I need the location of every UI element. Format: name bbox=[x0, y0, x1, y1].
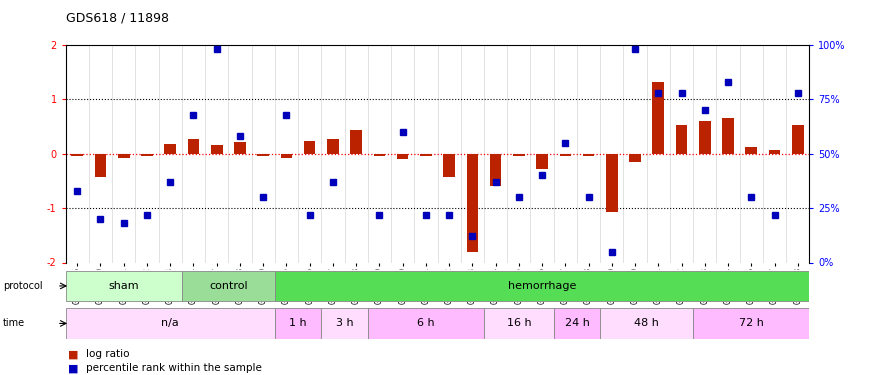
Bar bbox=[397, 154, 409, 159]
Bar bbox=[466, 154, 478, 252]
Bar bbox=[304, 141, 316, 154]
Bar bbox=[606, 154, 618, 213]
Bar bbox=[350, 130, 362, 154]
Bar bbox=[327, 138, 339, 154]
Bar bbox=[769, 150, 780, 154]
Text: 24 h: 24 h bbox=[564, 318, 590, 328]
Bar bbox=[722, 118, 734, 154]
Bar bbox=[444, 154, 455, 177]
Bar bbox=[275, 271, 809, 301]
Bar bbox=[693, 308, 809, 339]
Bar bbox=[746, 147, 757, 154]
Text: 1 h: 1 h bbox=[290, 318, 307, 328]
Bar bbox=[484, 308, 554, 339]
Bar bbox=[374, 154, 385, 156]
Text: ■: ■ bbox=[68, 363, 79, 373]
Bar bbox=[66, 271, 182, 301]
Bar bbox=[275, 308, 321, 339]
Bar bbox=[600, 308, 693, 339]
Bar bbox=[211, 144, 222, 154]
Text: 48 h: 48 h bbox=[634, 318, 659, 328]
Bar bbox=[234, 142, 246, 154]
Text: 3 h: 3 h bbox=[336, 318, 354, 328]
Bar bbox=[368, 308, 484, 339]
Bar bbox=[187, 139, 200, 154]
Bar bbox=[792, 126, 803, 154]
Bar bbox=[281, 154, 292, 158]
Text: ■: ■ bbox=[68, 350, 79, 359]
Text: hemorrhage: hemorrhage bbox=[507, 281, 577, 291]
Text: GDS618 / 11898: GDS618 / 11898 bbox=[66, 11, 169, 24]
Bar bbox=[653, 82, 664, 154]
Bar bbox=[164, 144, 176, 154]
Bar bbox=[72, 154, 83, 156]
Bar bbox=[420, 154, 431, 156]
Text: log ratio: log ratio bbox=[86, 350, 130, 359]
Bar bbox=[182, 271, 275, 301]
Bar bbox=[321, 308, 368, 339]
Text: n/a: n/a bbox=[161, 318, 179, 328]
Bar bbox=[583, 154, 594, 156]
Text: percentile rank within the sample: percentile rank within the sample bbox=[86, 363, 262, 373]
Text: 16 h: 16 h bbox=[507, 318, 531, 328]
Bar bbox=[676, 126, 688, 154]
Text: protocol: protocol bbox=[3, 281, 42, 291]
Bar bbox=[257, 154, 269, 156]
Bar bbox=[66, 308, 275, 339]
Text: time: time bbox=[3, 318, 24, 328]
Text: 72 h: 72 h bbox=[738, 318, 764, 328]
Text: sham: sham bbox=[108, 281, 139, 291]
Text: control: control bbox=[209, 281, 248, 291]
Bar bbox=[118, 154, 130, 158]
Bar bbox=[554, 308, 600, 339]
Bar bbox=[629, 154, 640, 162]
Bar bbox=[490, 154, 501, 186]
Text: 6 h: 6 h bbox=[417, 318, 435, 328]
Bar bbox=[141, 154, 153, 156]
Bar bbox=[94, 154, 106, 177]
Bar bbox=[559, 154, 571, 156]
Bar bbox=[536, 154, 548, 169]
Bar bbox=[513, 154, 525, 156]
Bar bbox=[699, 121, 710, 154]
